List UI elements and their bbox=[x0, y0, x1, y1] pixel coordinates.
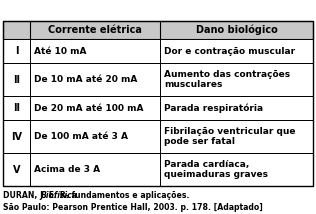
Text: - fundamentos e aplicações.: - fundamentos e aplicações. bbox=[63, 192, 190, 201]
Text: Biofísica: Biofísica bbox=[41, 192, 78, 201]
Bar bbox=[3, 39, 313, 63]
Text: V: V bbox=[13, 165, 20, 175]
Bar bbox=[3, 21, 313, 39]
Text: IV: IV bbox=[11, 132, 22, 142]
Bar bbox=[3, 96, 313, 120]
Text: Corrente elétrica: Corrente elétrica bbox=[48, 25, 142, 35]
Text: Parada respiratória: Parada respiratória bbox=[164, 103, 263, 113]
Text: I: I bbox=[15, 46, 18, 56]
Text: De 100 mA até 3 A: De 100 mA até 3 A bbox=[34, 132, 128, 141]
Text: Dor e contração muscular: Dor e contração muscular bbox=[164, 47, 295, 56]
Text: II: II bbox=[13, 75, 20, 85]
Text: Aumento das contrações
musculares: Aumento das contrações musculares bbox=[164, 70, 290, 89]
Text: Dano biológico: Dano biológico bbox=[196, 25, 277, 35]
Text: DURAN, J. E. R.: DURAN, J. E. R. bbox=[3, 192, 72, 201]
Text: Fibrilação ventricular que
pode ser fatal: Fibrilação ventricular que pode ser fata… bbox=[164, 127, 295, 146]
Text: II: II bbox=[13, 103, 20, 113]
Text: De 10 mA até 20 mA: De 10 mA até 20 mA bbox=[34, 75, 137, 84]
Text: Parada cardíaca,
queimaduras graves: Parada cardíaca, queimaduras graves bbox=[164, 160, 268, 179]
Text: São Paulo: Pearson Prentice Hall, 2003. p. 178. [Adaptado]: São Paulo: Pearson Prentice Hall, 2003. … bbox=[3, 202, 263, 211]
Bar bbox=[3, 63, 313, 96]
Text: Acima de 3 A: Acima de 3 A bbox=[34, 165, 100, 174]
Bar bbox=[3, 153, 313, 186]
Text: Até 10 mA: Até 10 mA bbox=[34, 47, 87, 56]
Text: De 20 mA até 100 mA: De 20 mA até 100 mA bbox=[34, 104, 143, 113]
Bar bbox=[3, 21, 313, 186]
Bar bbox=[3, 120, 313, 153]
